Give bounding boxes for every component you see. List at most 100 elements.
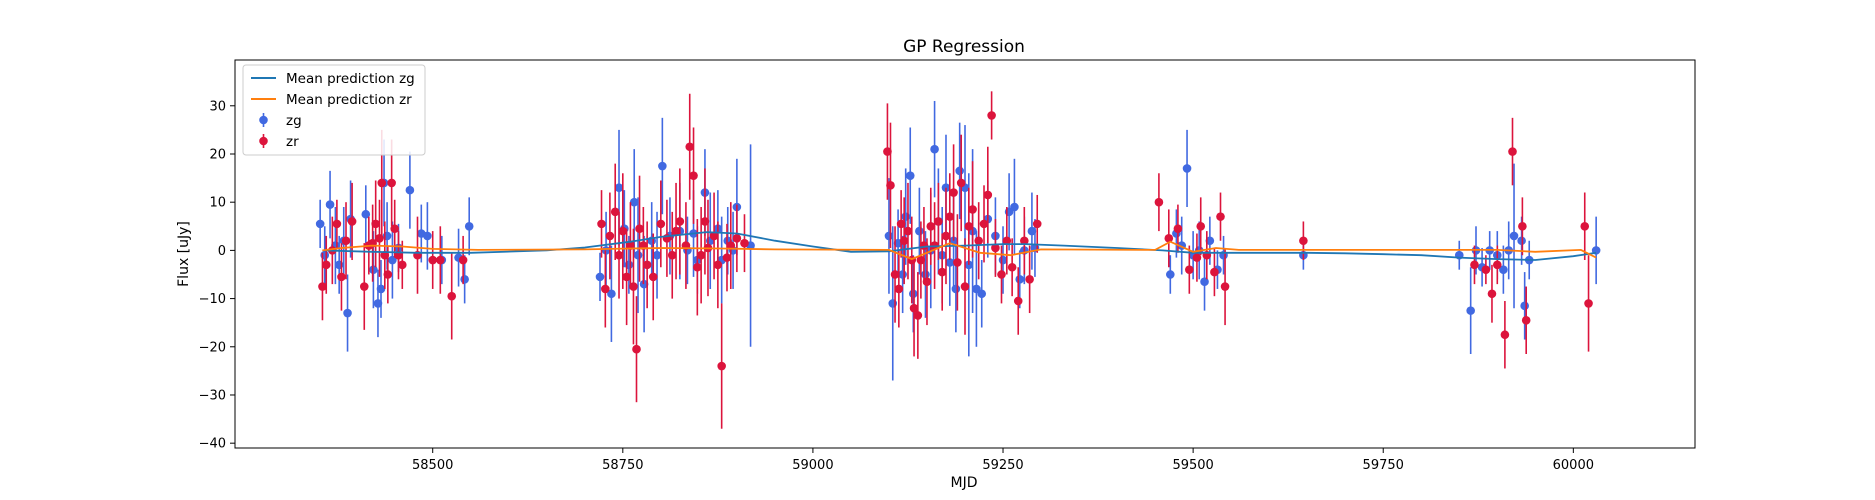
data-point-zr (656, 219, 666, 229)
data-point-zr (700, 217, 710, 226)
data-point-zr (685, 142, 695, 152)
data-point-zr (949, 188, 958, 197)
data-point-zg (361, 209, 371, 219)
data-point-zg (629, 197, 639, 207)
data-point-zr (1299, 236, 1308, 246)
legend-box (242, 64, 426, 156)
data-point-zr (397, 260, 407, 270)
data-point-zr (1002, 236, 1012, 246)
data-point-zg (607, 289, 616, 299)
data-point-zr (937, 267, 947, 277)
data-point-zr (635, 224, 644, 233)
data-point-zr (987, 111, 996, 120)
data-point-zr (919, 241, 929, 250)
data-point-zg (1466, 306, 1475, 315)
data-point-zr (605, 231, 615, 241)
data-point-zr (1164, 234, 1174, 243)
data-point-zg (1200, 277, 1209, 287)
data-point-zr (629, 282, 638, 291)
data-point-zr (709, 231, 719, 241)
data-point-zr (1154, 197, 1164, 207)
y-tick-label: −20 (199, 340, 226, 355)
data-point-zg (376, 284, 386, 294)
data-point-zr (1025, 275, 1034, 284)
data-point-zr (1518, 221, 1527, 231)
data-point-zr (318, 282, 327, 291)
data-point-zr (991, 243, 1000, 253)
data-point-zr (1492, 260, 1502, 270)
data-point-zg (405, 185, 415, 195)
data-point-zr (953, 258, 962, 267)
data-point-zr (956, 178, 966, 188)
y-tick-label: −10 (199, 292, 226, 307)
data-point-zr (675, 217, 685, 226)
data-point-zr (1216, 212, 1225, 221)
data-point-zr (1487, 289, 1497, 299)
data-point-zg (614, 183, 624, 193)
data-point-zr (1185, 265, 1194, 274)
legend-label: zr (286, 134, 299, 150)
data-point-zr (632, 344, 641, 354)
data-point-zr (934, 217, 943, 226)
data-point-zr (713, 260, 723, 270)
legend: Mean prediction zg Mean prediction zr zg zr (242, 64, 426, 156)
data-point-zr (436, 255, 445, 265)
data-point-zg (325, 200, 335, 209)
data-point-zr (1508, 147, 1517, 156)
data-point-zg (460, 275, 469, 284)
data-point-zr (968, 205, 977, 214)
data-point-zr (974, 236, 983, 246)
data-point-zg (652, 250, 662, 260)
y-tick-label: −30 (199, 388, 226, 403)
data-point-zg (977, 289, 987, 299)
legend-entry: Mean prediction zg (251, 71, 415, 87)
y-tick-label: 30 (209, 99, 226, 114)
data-point-zg (1182, 164, 1192, 173)
data-point-zr (941, 231, 951, 241)
data-point-zr (458, 255, 468, 265)
data-point-zg (1010, 202, 1019, 212)
data-point-zr (618, 226, 628, 236)
data-point-zr (1584, 299, 1593, 308)
x-axis-label: MJD (951, 475, 978, 491)
data-point-zr (332, 219, 342, 229)
data-point-zr (1580, 221, 1590, 231)
data-point-zg (423, 231, 432, 241)
data-point-zr (601, 284, 610, 294)
data-point-zg (464, 221, 474, 231)
data-point-zr (371, 219, 380, 229)
data-point-zr (447, 291, 457, 301)
data-point-zr (722, 253, 732, 262)
data-point-zg (884, 231, 894, 241)
data-point-zr (648, 272, 658, 282)
data-point-zr (916, 255, 926, 265)
data-point-zg (343, 308, 352, 318)
data-point-zg (1499, 265, 1508, 274)
data-point-zg (915, 226, 924, 236)
y-tick-label: 10 (209, 196, 226, 211)
legend-entry: zg (259, 113, 302, 129)
data-point-zr (380, 250, 390, 260)
data-point-zr (899, 236, 909, 246)
data-point-zg (633, 250, 643, 260)
data-point-zr (1210, 267, 1219, 277)
data-point-zr (1220, 282, 1230, 291)
data-point-zr (926, 221, 936, 231)
data-point-zg (951, 284, 961, 294)
legend-marker-swatch (259, 115, 268, 125)
data-point-zr (671, 226, 681, 236)
data-point-zr (341, 236, 351, 246)
data-point-zg (1027, 226, 1037, 236)
data-point-zr (383, 270, 393, 279)
data-point-zr (960, 282, 970, 291)
data-point-zr (614, 250, 624, 260)
data-point-zr (997, 270, 1006, 279)
data-point-zr (979, 219, 989, 229)
line-mean-prediction-zg (322, 231, 1597, 261)
legend-label: Mean prediction zr (286, 92, 412, 108)
data-point-zr (347, 217, 357, 226)
data-point-zr (387, 178, 396, 188)
data-point-zg (955, 166, 964, 176)
legend-label: Mean prediction zg (286, 71, 415, 87)
data-point-zr (1032, 219, 1042, 229)
